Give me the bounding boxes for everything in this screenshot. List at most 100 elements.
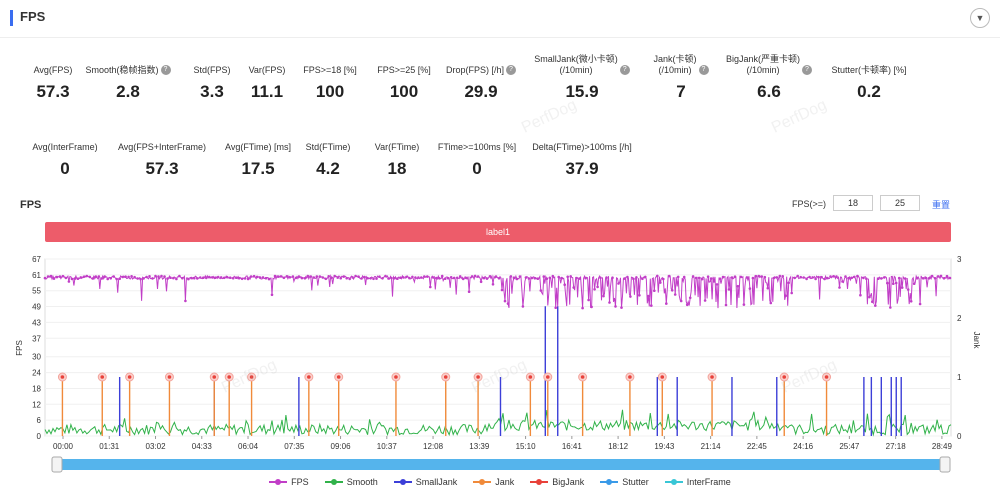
stat-label-text: Std(FPS) — [193, 65, 231, 75]
bigjank-marker-dot — [60, 375, 65, 379]
fps-point — [739, 275, 743, 279]
legend-label: InterFrame — [686, 477, 731, 487]
fps-point — [46, 275, 50, 278]
legend-item-fps[interactable]: FPS — [269, 477, 309, 487]
fps-point — [52, 277, 56, 280]
series-fps — [44, 274, 952, 309]
fps-point — [766, 286, 770, 290]
fps-point — [369, 277, 372, 280]
fps-point — [440, 274, 444, 278]
fps-point — [64, 276, 68, 280]
fps-point — [859, 293, 862, 297]
stat-value: 37.9 — [565, 159, 599, 178]
bigjank-marker-dot — [307, 375, 311, 379]
legend-item-stutter[interactable]: Stutter — [600, 477, 649, 487]
threshold-input-2[interactable] — [880, 195, 920, 211]
stat-label: Var(FPS) — [207, 54, 327, 76]
fps-point — [300, 276, 304, 280]
stat-label-text: BigJank(严重卡顿) (/10min) — [725, 54, 800, 75]
fps-point — [554, 306, 557, 310]
fps-point — [258, 276, 262, 279]
range-slider-track[interactable] — [55, 459, 950, 470]
x-tick-label: 24:16 — [793, 442, 814, 451]
range-handle-right[interactable] — [939, 456, 951, 473]
fps-point — [918, 302, 922, 306]
fps-point — [452, 276, 456, 280]
stat-label: SmallJank(微小卡顿) (/10min)? — [522, 54, 642, 76]
fps-point — [181, 276, 184, 280]
fps-point — [175, 277, 178, 281]
x-tick-label: 01:31 — [99, 442, 120, 451]
series-smooth — [44, 409, 952, 437]
help-icon[interactable]: ? — [160, 65, 171, 75]
fps-point — [396, 277, 399, 281]
fps-point — [868, 295, 871, 299]
collapse-toggle[interactable]: ▼ — [970, 8, 990, 28]
bigjank-marker-dot — [476, 375, 480, 379]
fps-point — [109, 277, 112, 280]
fps-point — [252, 274, 256, 278]
bigjank-marker-dot — [782, 375, 787, 379]
stat-value: 15.9 — [565, 82, 599, 101]
fps-point — [199, 276, 202, 279]
fps-point — [841, 280, 844, 283]
legend-item-interframe[interactable]: InterFrame — [664, 477, 731, 487]
fps-point — [871, 300, 874, 304]
fps-point — [924, 276, 928, 280]
fps-point — [49, 274, 53, 278]
stat-label-text: Smooth(稳帧指数) — [85, 65, 159, 75]
fps-point — [432, 276, 435, 279]
fps-point — [255, 275, 259, 279]
legend-item-smooth[interactable]: Smooth — [324, 477, 378, 487]
stat-value: 0.2 — [857, 82, 881, 101]
stat-7: SmallJank(微小卡顿) (/10min)? 15.9 — [522, 54, 642, 102]
fps-point — [303, 277, 307, 280]
fps-point — [709, 277, 713, 280]
stat-value: 57.3 — [36, 82, 70, 101]
fps-point — [237, 276, 241, 280]
fps-point — [853, 275, 856, 279]
x-tick-label: 04:33 — [192, 442, 213, 451]
fps-point — [697, 276, 701, 280]
fps-point — [246, 277, 250, 281]
fps-point — [312, 276, 316, 279]
fps-point — [700, 277, 704, 281]
chevron-down-icon: ▼ — [975, 13, 985, 23]
x-tick-label: 06:04 — [238, 442, 259, 451]
help-icon[interactable]: ? — [506, 65, 516, 75]
fps-point — [563, 283, 566, 287]
fps-point — [912, 282, 916, 286]
fps-point — [249, 275, 253, 278]
stat-label: Stutter(卡顿率) [%] — [809, 54, 929, 76]
fps-point — [572, 286, 575, 289]
fps-point — [844, 275, 847, 278]
stat-10: Stutter(卡顿率) [%] 0.2 — [809, 54, 929, 102]
fps-point — [587, 298, 590, 302]
help-icon[interactable]: ? — [698, 65, 709, 75]
label-band[interactable]: label1 — [45, 222, 951, 242]
threshold-input-1[interactable] — [833, 195, 873, 211]
fps-point — [148, 275, 151, 278]
stat-label-text: Drop(FPS) [/h] — [445, 65, 504, 75]
stat-label-text: Avg(FPS+InterFrame) — [117, 142, 207, 152]
stat-4: FPS>=18 [%] 100 — [270, 54, 390, 102]
help-icon[interactable]: ? — [802, 65, 812, 75]
bigjank-marker-dot — [710, 375, 714, 379]
stat-label-text: Stutter(卡顿率) [%] — [831, 65, 907, 75]
y2-tick-label: 0 — [957, 432, 962, 441]
fps-point — [927, 277, 931, 280]
fps-point — [748, 287, 752, 290]
help-icon[interactable]: ? — [619, 65, 630, 75]
fps-point — [799, 275, 802, 279]
legend-item-bigjank[interactable]: BigJank — [530, 477, 584, 487]
fps-point — [703, 299, 707, 302]
fps-point — [357, 275, 360, 279]
range-handle-left[interactable] — [51, 456, 63, 473]
bigjank-marker-dot — [394, 375, 398, 379]
legend-item-smalljank[interactable]: SmallJank — [393, 477, 457, 487]
legend-item-jank[interactable]: Jank — [473, 477, 514, 487]
reset-button[interactable]: 重置 — [932, 200, 951, 210]
fps-point — [267, 277, 271, 281]
fps-point — [656, 274, 659, 278]
